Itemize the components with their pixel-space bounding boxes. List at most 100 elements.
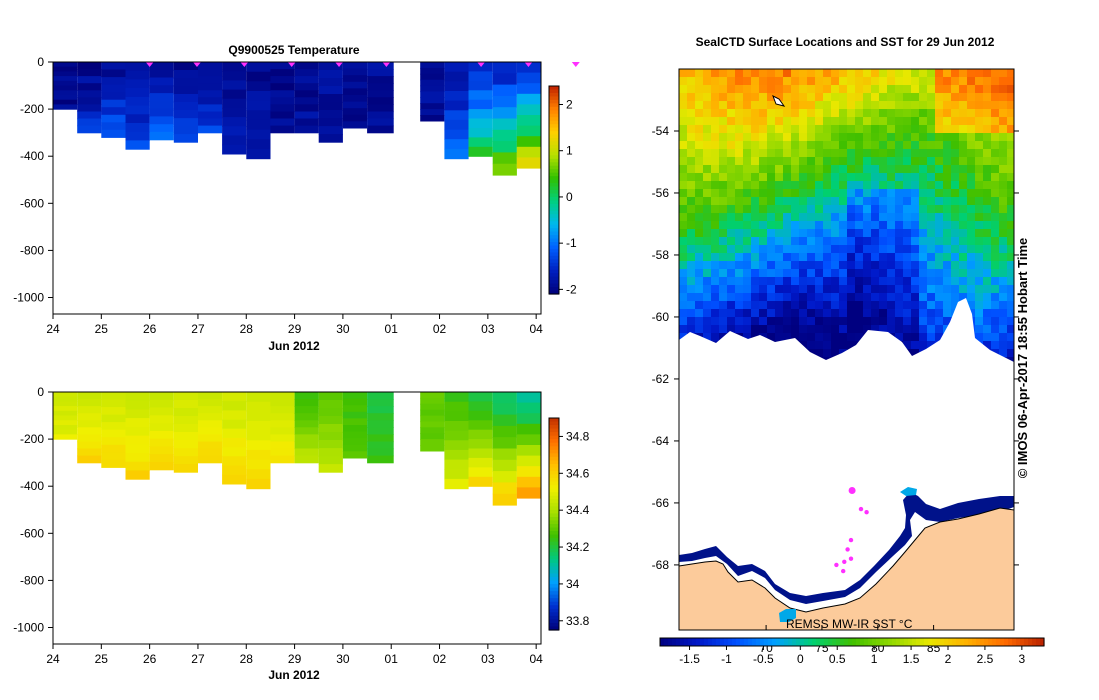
sst-cell (807, 133, 816, 142)
sst-cell (719, 69, 728, 78)
salinity-y-tick-label: -1000 (13, 621, 44, 635)
sst-cell (935, 181, 944, 190)
temperature-colorbar-swatch (549, 283, 559, 288)
sst-cell (815, 157, 824, 166)
sst-cell (783, 109, 792, 118)
temperature-colorbar-swatch (549, 169, 559, 174)
temperature-cell (444, 119, 469, 131)
temperature-cell (77, 111, 102, 120)
temperature-cell (367, 69, 394, 77)
temperature-cell (149, 131, 174, 141)
sst-cell (983, 301, 992, 310)
temperature-colorbar-swatch (549, 92, 559, 97)
sst-cell (911, 77, 920, 86)
sst-cell (711, 325, 720, 334)
sst-cell (983, 341, 992, 350)
salinity-cell (53, 425, 78, 431)
sst-cell (687, 317, 696, 326)
sst-cell (847, 85, 856, 94)
salinity-cell (468, 439, 493, 450)
salinity-cell (149, 407, 174, 416)
sst-cell (951, 157, 960, 166)
sst-cell (687, 325, 696, 334)
sst-cell (743, 293, 752, 302)
sst-cell (999, 125, 1008, 134)
salinity-cell (492, 493, 517, 506)
salinity-cell (444, 449, 469, 461)
sst-cell (887, 229, 896, 238)
temperature-cell (198, 62, 223, 70)
sst-cell (871, 285, 880, 294)
sst-cell (815, 269, 824, 278)
sst-cell (743, 141, 752, 150)
sst-cell (799, 93, 808, 102)
sst-cell (895, 125, 904, 134)
sst-cell (775, 245, 784, 254)
sst-cell (751, 325, 760, 334)
salinity-colorbar-swatch (549, 612, 559, 617)
temperature-x-tick-label: 30 (336, 322, 350, 336)
sst-cell (823, 181, 832, 190)
sst-cell (687, 157, 696, 166)
sst-cell (855, 141, 864, 150)
sst-cell (959, 221, 968, 230)
temperature-colorbar-swatch (549, 231, 559, 236)
sst-cell (927, 157, 936, 166)
sst-cell (823, 165, 832, 174)
salinity-cell (270, 427, 295, 435)
sst-cell (895, 205, 904, 214)
sst-cell (951, 181, 960, 190)
sst-cell (735, 317, 744, 326)
sst-cell (927, 317, 936, 326)
sst-cell (687, 173, 696, 182)
salinity-cell (270, 406, 295, 414)
sst-cell (839, 325, 848, 334)
salinity-cell (53, 396, 78, 402)
sst-cell (871, 165, 880, 174)
sst-cell (783, 205, 792, 214)
temperature-cell (420, 103, 445, 110)
sst-cell (839, 101, 848, 110)
sst-cell (695, 269, 704, 278)
salinity-colorbar-swatch (549, 502, 559, 507)
salinity-colorbar-swatch (549, 552, 559, 557)
sst-cell (983, 213, 992, 222)
salinity-colorbar-swatch (549, 626, 559, 631)
salinity-cell (198, 420, 223, 428)
salinity-cell (294, 420, 319, 428)
sst-cell (711, 293, 720, 302)
sst-cell (911, 285, 920, 294)
temperature-colorbar-tick-label: 1 (566, 144, 573, 158)
temperature-chart-title: Q9900525 Temperature (228, 43, 360, 57)
temperature-colorbar-tick-label: 0 (566, 190, 573, 204)
sst-colorbar-swatch (764, 638, 769, 646)
sst-cell (791, 317, 800, 326)
sst-cell (847, 157, 856, 166)
sst-cell (951, 237, 960, 246)
sst-cell (895, 237, 904, 246)
sst-cell (735, 285, 744, 294)
sst-cell (695, 101, 704, 110)
sst-cell (871, 269, 880, 278)
sst-cell (887, 317, 896, 326)
sst-cell (967, 221, 976, 230)
sst-cell (807, 69, 816, 78)
temperature-cell (270, 83, 295, 91)
sst-cell (807, 213, 816, 222)
sst-cell (703, 77, 712, 86)
salinity-cell (516, 466, 541, 478)
sst-cell (695, 85, 704, 94)
temperature-y-tick-label: -1000 (13, 291, 44, 305)
sst-colorbar-swatch (992, 638, 997, 646)
sst-cell (759, 93, 768, 102)
sst-cell (847, 277, 856, 286)
temperature-cell (53, 95, 78, 101)
sst-cell (799, 149, 808, 158)
salinity-cell (444, 469, 469, 480)
sst-colorbar-swatch (740, 638, 745, 646)
sst-cell (959, 77, 968, 86)
sst-colorbar-swatch (852, 638, 857, 646)
sst-cell (735, 181, 744, 190)
sst-cell (783, 149, 792, 158)
